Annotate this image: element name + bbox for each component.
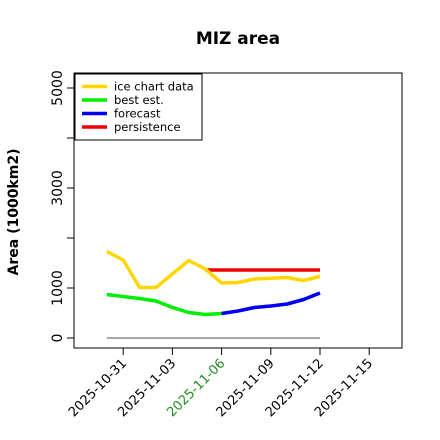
chart-title: MIZ area: [196, 29, 280, 49]
legend-label: best est.: [114, 93, 164, 107]
series-line-ice-chart-data: [105, 249, 321, 290]
series-group: [105, 249, 321, 339]
series-line-best-est: [106, 292, 222, 317]
x-axis: 2025-10-312025-11-032025-11-062025-11-09…: [66, 348, 376, 420]
y-tick-label: 5000: [50, 70, 66, 106]
y-axis-label: Area (1000km2): [6, 149, 22, 276]
series-line-forecast: [221, 291, 321, 316]
y-tick-label: 1000: [50, 270, 66, 306]
y-axis: 0 1000 3000 5000: [50, 70, 74, 342]
legend-label: ice chart data: [114, 80, 194, 94]
y-tick-label: 0: [50, 334, 66, 343]
legend-label: persistence: [114, 120, 181, 134]
y-tick-label: 3000: [50, 170, 66, 206]
plot-frame: [73, 72, 403, 349]
legend-label: forecast: [114, 107, 161, 121]
